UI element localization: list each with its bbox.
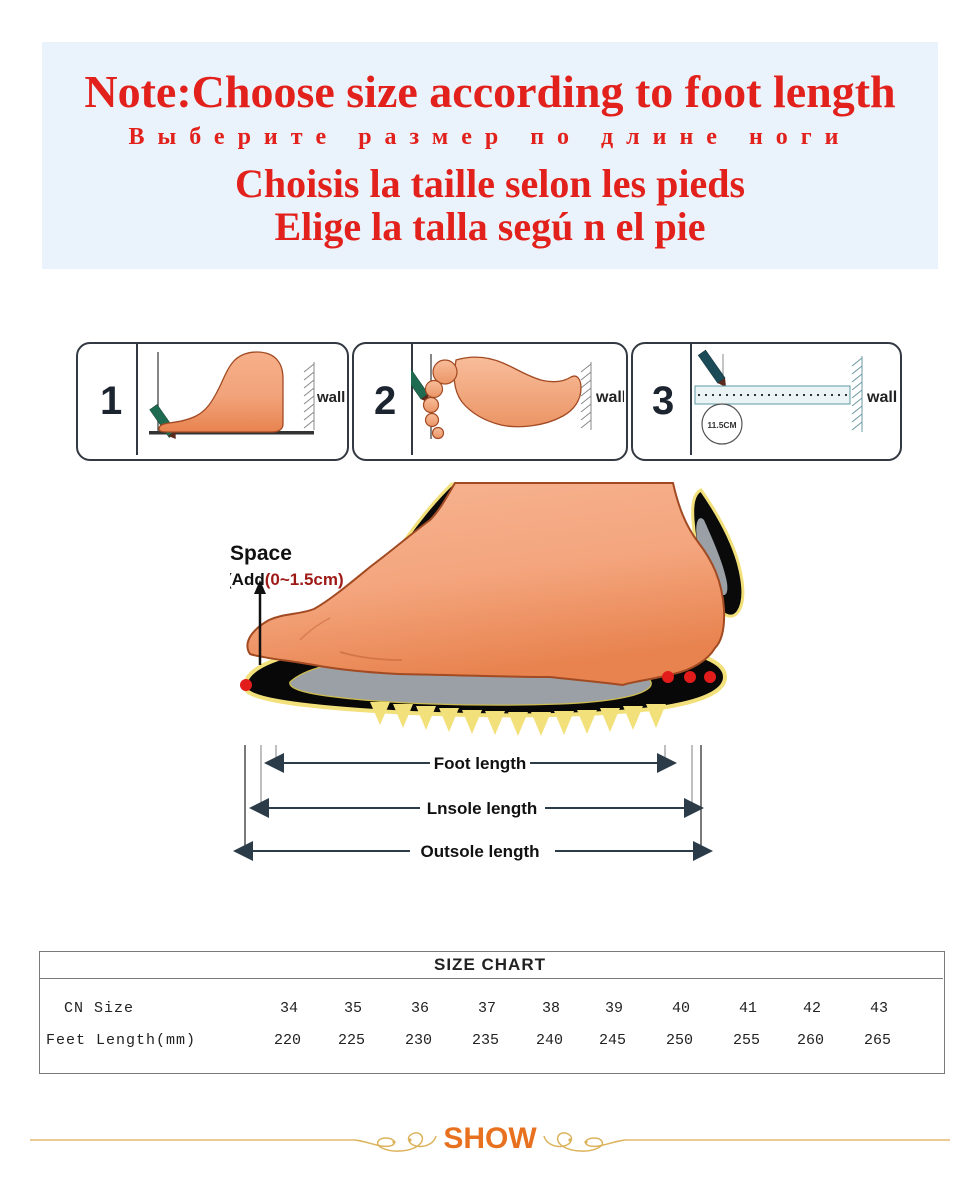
svg-text:Foot length: Foot length xyxy=(434,754,527,773)
svg-text:wall: wall xyxy=(595,389,624,406)
svg-text:(Add(0~1.5cm): (Add(0~1.5cm) xyxy=(230,570,344,589)
svg-text:SHOW: SHOW xyxy=(443,1122,537,1155)
svg-text:Lnsole length: Lnsole length xyxy=(427,799,538,818)
svg-text:wall: wall xyxy=(316,389,345,406)
svg-text:Space: Space xyxy=(230,542,292,565)
svg-text:Outsole length: Outsole length xyxy=(421,842,540,861)
svg-text:11.5CM: 11.5CM xyxy=(707,420,736,430)
svg-text:wall: wall xyxy=(866,389,897,406)
